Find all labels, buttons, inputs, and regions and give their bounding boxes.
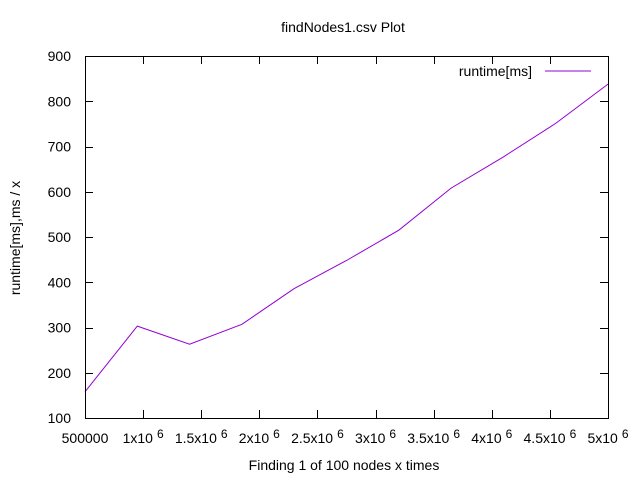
series-line-0 bbox=[84, 83, 609, 393]
y-tick-label: 600 bbox=[48, 184, 72, 200]
x-tick-label: 3.5x10 6 bbox=[407, 427, 460, 446]
legend: runtime[ms] bbox=[459, 63, 591, 79]
x-tick-label-base: 3x10 bbox=[355, 430, 386, 446]
x-tick-label: 2x10 6 bbox=[239, 427, 280, 446]
x-tick-label: 5x10 6 bbox=[587, 427, 628, 446]
x-tick-label-base: 4x10 bbox=[471, 430, 502, 446]
x-tick-label-exponent: 6 bbox=[157, 427, 164, 441]
data-point bbox=[293, 287, 295, 289]
x-tick-label: 1x10 6 bbox=[123, 427, 164, 446]
x-tick-label-base: 4.5x10 bbox=[524, 430, 566, 446]
y-tick-label: 200 bbox=[48, 365, 72, 381]
plot-area bbox=[84, 83, 609, 393]
legend-label: runtime[ms] bbox=[459, 63, 532, 79]
chart-title: findNodes1.csv Plot bbox=[281, 19, 405, 35]
x-tick-label: 4.5x10 6 bbox=[524, 427, 577, 446]
data-point bbox=[502, 156, 504, 158]
plot-frame bbox=[85, 56, 609, 419]
y-tick-label: 400 bbox=[48, 274, 72, 290]
x-tick-label-exponent: 6 bbox=[622, 427, 629, 441]
x-tick-label: 2.5x10 6 bbox=[291, 427, 344, 446]
x-tick-label-exponent: 6 bbox=[453, 427, 460, 441]
x-tick-label-base: 1.5x10 bbox=[175, 430, 217, 446]
x-tick-label-base: 5x10 bbox=[587, 430, 618, 446]
x-tick-label-exponent: 6 bbox=[506, 427, 513, 441]
x-tick-label: 3x10 6 bbox=[355, 427, 396, 446]
x-tick-label-base: 500000 bbox=[62, 430, 109, 446]
x-tick-label-exponent: 6 bbox=[273, 427, 280, 441]
data-point bbox=[398, 229, 400, 231]
x-tick-label-exponent: 6 bbox=[570, 427, 577, 441]
x-tick-label: 1.5x10 6 bbox=[175, 427, 228, 446]
x-tick-label-exponent: 6 bbox=[389, 427, 396, 441]
x-tick-label-exponent: 6 bbox=[337, 427, 344, 441]
y-tick-label: 700 bbox=[48, 139, 72, 155]
y-tick-label: 900 bbox=[48, 48, 72, 64]
x-tick-label: 4x10 6 bbox=[471, 427, 512, 446]
data-point bbox=[555, 122, 557, 124]
x-axis: 500000 1x10 6 1.5x10 6 2x10 6 2.5x10 6 3x10 6 3.5x1… bbox=[62, 56, 629, 446]
x-tick-label-base: 2x10 bbox=[239, 430, 270, 446]
data-point bbox=[136, 325, 138, 327]
data-point bbox=[188, 343, 190, 345]
x-axis-label: Finding 1 of 100 nodes x times bbox=[249, 457, 440, 473]
y-tick-label: 800 bbox=[48, 93, 72, 109]
data-point bbox=[450, 187, 452, 189]
x-tick-label: 500000 bbox=[62, 430, 109, 446]
y-tick-label: 300 bbox=[48, 320, 72, 336]
x-tick-label-exponent: 6 bbox=[221, 427, 228, 441]
x-tick-label-base: 3.5x10 bbox=[407, 430, 449, 446]
data-point bbox=[241, 323, 243, 325]
x-tick-label-base: 2.5x10 bbox=[291, 430, 333, 446]
y-axis-label: runtime[ms],ms / x bbox=[7, 181, 23, 295]
y-axis: 100 200 300 400 500 600 700 800 900 bbox=[48, 48, 608, 426]
y-tick-label: 500 bbox=[48, 229, 72, 245]
y-tick-label: 100 bbox=[48, 410, 72, 426]
x-tick-label-base: 1x10 bbox=[123, 430, 154, 446]
data-point bbox=[345, 259, 347, 261]
